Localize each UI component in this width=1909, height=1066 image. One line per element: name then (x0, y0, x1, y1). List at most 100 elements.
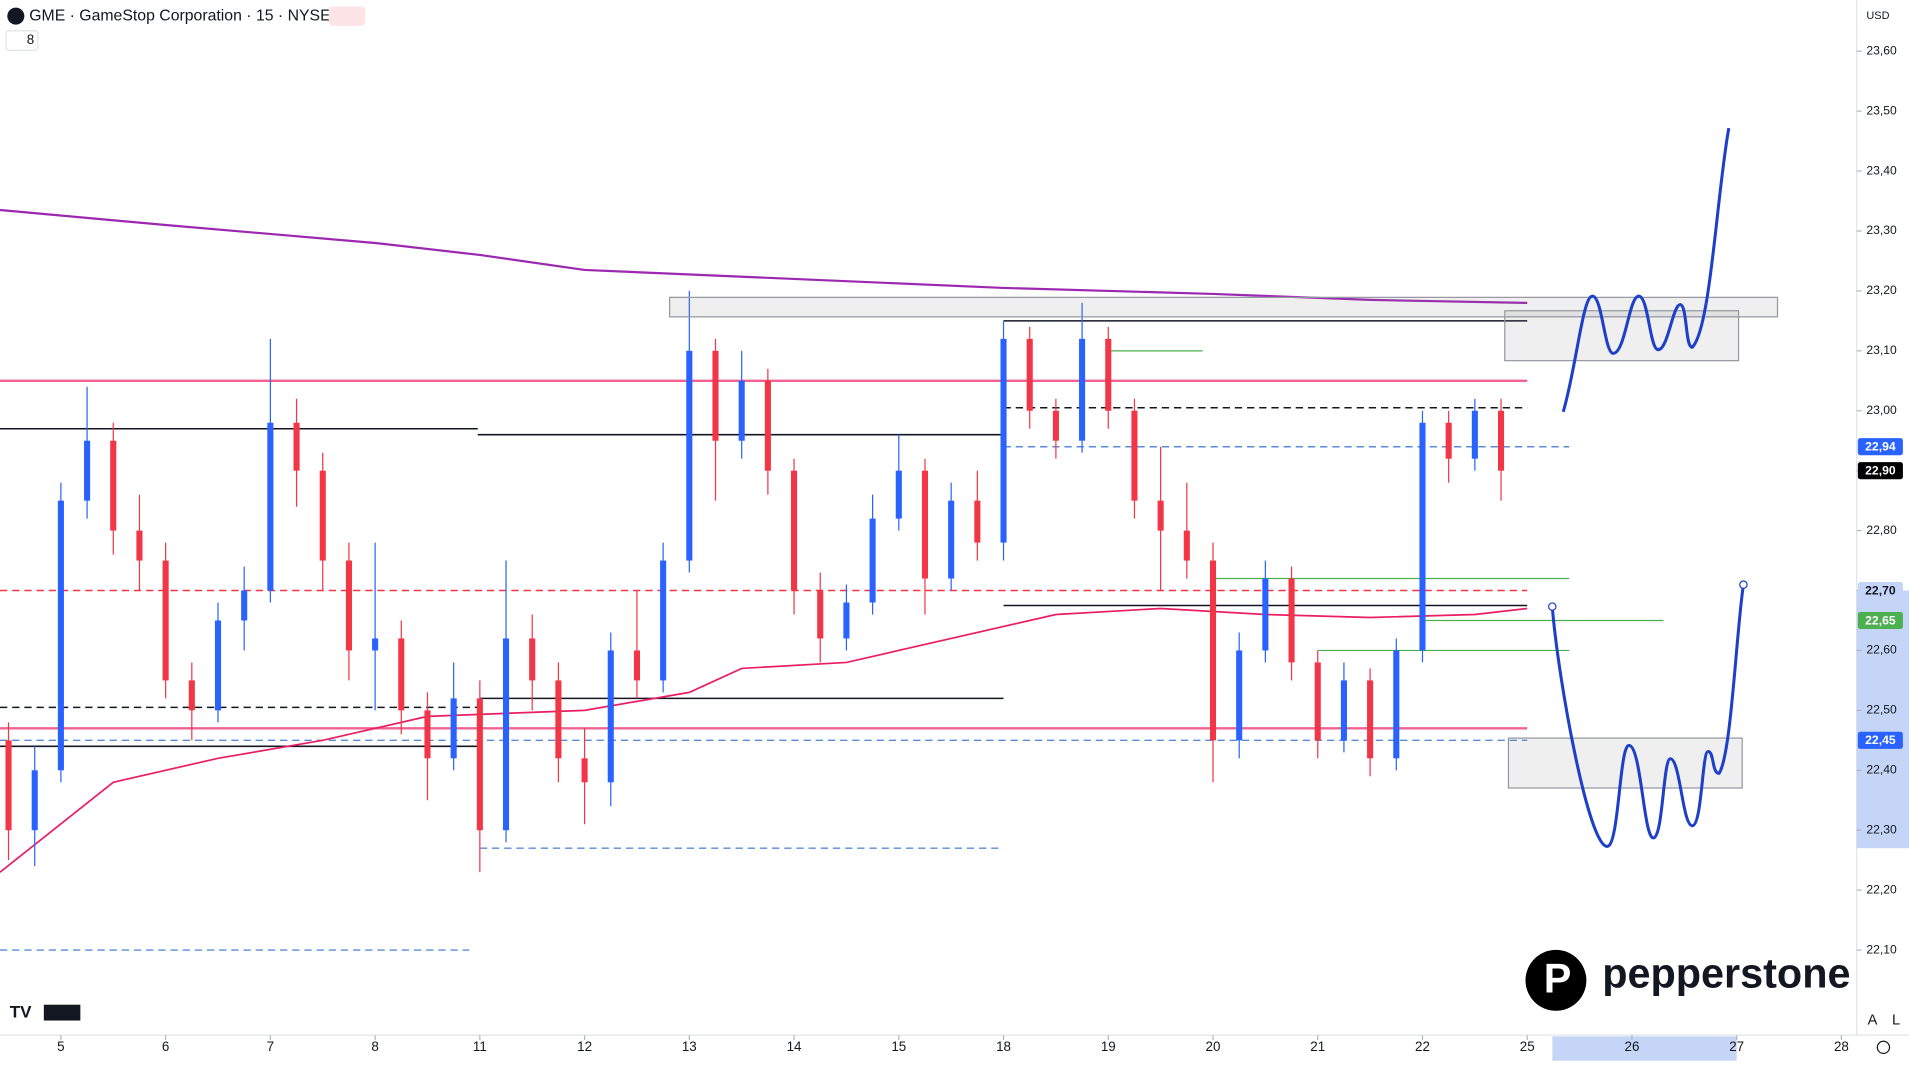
y-tick-label: 22,30 (1866, 822, 1897, 836)
brand-icon (1525, 949, 1587, 1011)
candle-body (1367, 680, 1374, 759)
vwap-line (0, 607, 1528, 873)
auto-scale[interactable]: A (1868, 1012, 1878, 1028)
candle-body (1105, 338, 1112, 411)
candle-body (686, 350, 693, 561)
x-tick-label: 6 (162, 1039, 169, 1054)
candle-body (1131, 410, 1138, 501)
candle-body (921, 470, 929, 579)
candle-body (398, 638, 405, 711)
x-tick-label: 27 (1729, 1039, 1744, 1054)
candle-body (1262, 578, 1269, 651)
candle-body (502, 638, 510, 831)
pro-badge (43, 1004, 81, 1021)
status-badge[interactable] (328, 6, 366, 26)
bullish-projection (1561, 127, 1731, 413)
brand-name: pepperstone (1602, 951, 1850, 997)
x-tick-label: 14 (787, 1039, 802, 1054)
y-tick-label: 22,50 (1866, 703, 1897, 717)
y-tick-label: 22,80 (1866, 523, 1897, 537)
candle-body (1026, 338, 1033, 411)
symbol-icon (7, 7, 25, 25)
price-range-highlight (1856, 590, 1909, 849)
tv-logo: TV (10, 1003, 32, 1022)
candle-body (1445, 422, 1452, 459)
log-scale[interactable]: L (1892, 1012, 1900, 1028)
x-tick-label: 18 (996, 1039, 1011, 1054)
candle-body (1314, 662, 1321, 741)
candle-body (1497, 410, 1505, 471)
price-label-bg (1857, 581, 1903, 600)
projection-anchor (1739, 580, 1748, 589)
y-tick-label: 22,10 (1866, 942, 1897, 956)
bearish-projection (1550, 584, 1745, 848)
candle-body (110, 440, 117, 531)
y-tick-label: 23,10 (1866, 343, 1897, 357)
plot-area (0, 208, 1664, 951)
candle-body (1183, 530, 1190, 561)
price-label: 22,94 (1865, 440, 1896, 454)
candle-body (633, 650, 640, 681)
candle-body (555, 680, 562, 759)
x-tick-label: 22 (1415, 1039, 1430, 1054)
price-label: 22,90 (1865, 464, 1896, 478)
candle-body (476, 698, 483, 831)
candle-body (1340, 680, 1347, 741)
candle-body (1052, 410, 1059, 441)
candle-body (450, 698, 457, 759)
candle-body (1157, 500, 1164, 531)
x-tick-label: 19 (1101, 1039, 1116, 1054)
candle-body (1471, 410, 1478, 459)
price-label-bg (1857, 438, 1903, 456)
candle-body (1079, 338, 1086, 441)
candle-body (319, 470, 326, 561)
settings-icon[interactable] (1876, 1040, 1891, 1055)
price-label-bg (1857, 462, 1903, 480)
x-tick-label: 12 (577, 1039, 592, 1054)
candle-body (660, 560, 667, 681)
candle-body (293, 422, 300, 471)
candle-body (843, 602, 850, 639)
symbol-title: GME · GameStop Corporation · 15 · NYSE (29, 7, 330, 24)
candle-body (214, 620, 222, 711)
x-tick-label: 11 (473, 1039, 487, 1054)
candle-body (817, 590, 824, 639)
price-axis (1856, 0, 1909, 1061)
resistance-zone (669, 296, 1779, 318)
candle-body (869, 518, 876, 603)
candle-body (1419, 422, 1426, 651)
y-tick-label: 22,20 (1866, 882, 1897, 896)
candle-body (529, 638, 536, 681)
axes: 22,10 22,20 22,30 22,40 22,50 22,60 22,70 22,80… (57, 43, 1909, 1061)
candle-body (1236, 650, 1243, 741)
candle-body (1393, 650, 1400, 759)
candle-body (738, 380, 745, 441)
currency: USD (1866, 10, 1889, 22)
price-label: 22,70 (1865, 583, 1896, 597)
price-label: 22,65 (1865, 613, 1896, 627)
candle-body (241, 590, 248, 621)
indicator-toggle[interactable] (5, 30, 39, 51)
candle-body (136, 530, 143, 561)
brand-icon-letter: P (1544, 956, 1572, 1002)
price-label: 22,45 (1865, 733, 1896, 747)
candle-body (267, 422, 274, 591)
candle-body (764, 380, 771, 471)
candle-body (424, 710, 431, 759)
candle-body (5, 740, 12, 831)
candle-body (162, 560, 169, 681)
candle-body (974, 500, 981, 543)
x-tick-label: 8 (371, 1039, 378, 1054)
y-tick-label: 23,50 (1866, 103, 1897, 117)
candle-body (712, 350, 719, 441)
y-tick-label: 23,20 (1866, 283, 1897, 297)
date-range-highlight (1552, 1036, 1737, 1061)
candle-body (895, 470, 902, 519)
x-tick-label: 5 (57, 1039, 64, 1054)
price-label-bg (1857, 611, 1903, 630)
x-tick-label: 20 (1206, 1039, 1221, 1054)
y-tick-label: 23,30 (1866, 223, 1897, 237)
